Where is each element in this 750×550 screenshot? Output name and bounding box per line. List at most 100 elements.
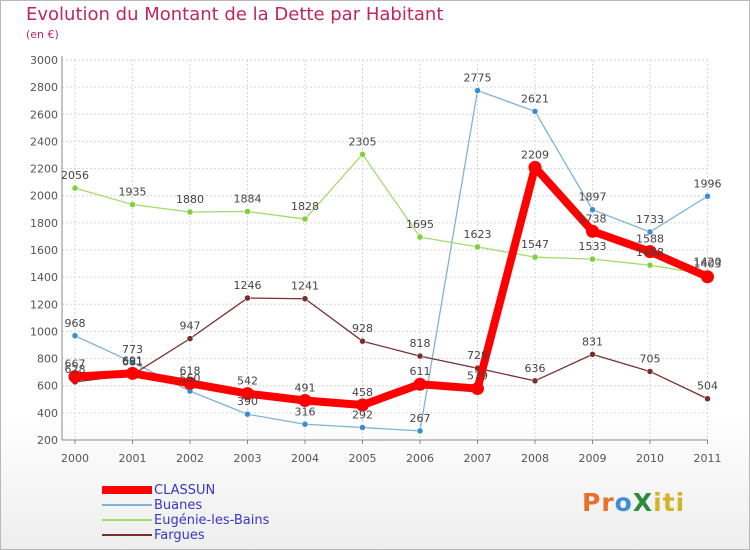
x-tick-label: 2009 xyxy=(579,452,607,465)
legend-swatch xyxy=(102,504,152,506)
data-point xyxy=(471,382,484,396)
data-point xyxy=(646,261,654,269)
data-label: 2775 xyxy=(464,72,492,85)
y-tick-label: 800 xyxy=(37,353,58,366)
x-tick-label: 2006 xyxy=(406,452,434,465)
data-point xyxy=(244,410,251,418)
data-label: 2056 xyxy=(61,169,89,182)
data-label: 947 xyxy=(180,320,201,333)
data-point xyxy=(359,151,366,158)
data-label: 1403 xyxy=(694,258,722,271)
data-point xyxy=(643,245,657,259)
data-point xyxy=(244,294,251,302)
data-point xyxy=(528,160,542,174)
data-label: 1547 xyxy=(521,238,549,251)
chart-title: Evolution du Montant de la Dette par Hab… xyxy=(26,4,444,25)
x-tick-label: 2011 xyxy=(694,452,722,465)
logo-letter: t xyxy=(662,488,676,517)
series-classun xyxy=(68,160,714,412)
legend-swatch xyxy=(102,534,152,536)
data-point xyxy=(244,208,251,215)
x-tick-label: 2002 xyxy=(176,452,204,465)
data-point xyxy=(183,376,197,390)
data-point xyxy=(589,206,596,213)
y-tick-label: 1400 xyxy=(30,271,58,284)
data-point xyxy=(531,253,539,261)
logo-letter: X xyxy=(632,488,654,517)
data-point xyxy=(646,228,654,236)
data-label: 1828 xyxy=(291,200,319,213)
data-label: 390 xyxy=(237,395,258,408)
data-label: 1241 xyxy=(291,280,319,293)
data-label: 611 xyxy=(410,365,431,378)
y-tick-label: 2800 xyxy=(30,81,58,94)
data-label: 818 xyxy=(410,337,431,350)
data-label: 1880 xyxy=(176,193,204,206)
data-label: 636 xyxy=(525,362,546,375)
x-tick-label: 2001 xyxy=(119,452,147,465)
data-label: 2209 xyxy=(521,148,549,161)
x-tick-label: 2008 xyxy=(521,452,549,465)
y-tick-label: 3000 xyxy=(30,54,58,67)
data-label: 491 xyxy=(295,382,316,395)
x-tick-label: 2005 xyxy=(349,452,377,465)
series-buanes xyxy=(71,87,711,435)
data-label: 1420 xyxy=(694,255,722,268)
y-tick-label: 600 xyxy=(37,380,58,393)
legend-label: Fargues xyxy=(154,528,205,543)
data-label: 267 xyxy=(410,412,431,425)
data-label: 2621 xyxy=(521,92,549,105)
y-tick-label: 2600 xyxy=(30,108,58,121)
logo-letter: i xyxy=(675,488,686,517)
y-tick-label: 1600 xyxy=(30,244,58,257)
data-point xyxy=(701,270,714,284)
data-point xyxy=(531,377,539,385)
series-line xyxy=(74,153,709,276)
legend-label: Eugénie-les-Bains xyxy=(154,513,270,528)
data-point xyxy=(356,398,369,412)
data-label: 560 xyxy=(180,372,201,385)
data-point xyxy=(301,421,309,428)
data-label: 618 xyxy=(180,364,201,377)
data-label: 667 xyxy=(65,358,86,371)
data-label: 1897 xyxy=(579,191,607,204)
logo-letter: P xyxy=(582,488,602,517)
logo-letter: o xyxy=(614,488,633,517)
data-label: 1623 xyxy=(464,228,492,241)
data-point xyxy=(531,108,539,115)
legend-swatch xyxy=(102,486,152,494)
y-tick-label: 400 xyxy=(37,407,58,420)
legend-swatch xyxy=(102,519,152,521)
data-label: 316 xyxy=(295,405,316,418)
data-point xyxy=(704,193,711,200)
data-label: 458 xyxy=(352,386,373,399)
data-point xyxy=(416,352,424,360)
data-label: 1884 xyxy=(234,192,262,205)
data-point xyxy=(186,208,194,216)
data-point xyxy=(71,184,79,192)
data-point xyxy=(586,224,599,238)
data-point xyxy=(474,87,481,94)
proxiti-logo: ProXiti xyxy=(582,488,685,517)
data-label: 292 xyxy=(352,409,373,422)
data-point xyxy=(413,377,427,391)
series-line xyxy=(74,297,709,400)
data-label: 542 xyxy=(237,375,258,388)
data-point xyxy=(129,201,136,208)
legend-label: CLASSUN xyxy=(154,483,216,498)
data-label: 729 xyxy=(467,349,488,362)
data-point xyxy=(129,358,136,366)
data-label: 831 xyxy=(582,335,603,348)
data-label: 579 xyxy=(467,370,488,383)
chart-subtitle: (en €) xyxy=(26,28,59,41)
data-point xyxy=(126,366,139,380)
data-point xyxy=(186,335,194,342)
data-label: 928 xyxy=(352,322,373,335)
y-tick-label: 2200 xyxy=(30,163,58,176)
data-point xyxy=(301,215,309,223)
y-tick-label: 1200 xyxy=(30,298,58,311)
data-label: 968 xyxy=(65,317,86,330)
data-point xyxy=(359,337,366,345)
y-tick-label: 2000 xyxy=(30,190,58,203)
